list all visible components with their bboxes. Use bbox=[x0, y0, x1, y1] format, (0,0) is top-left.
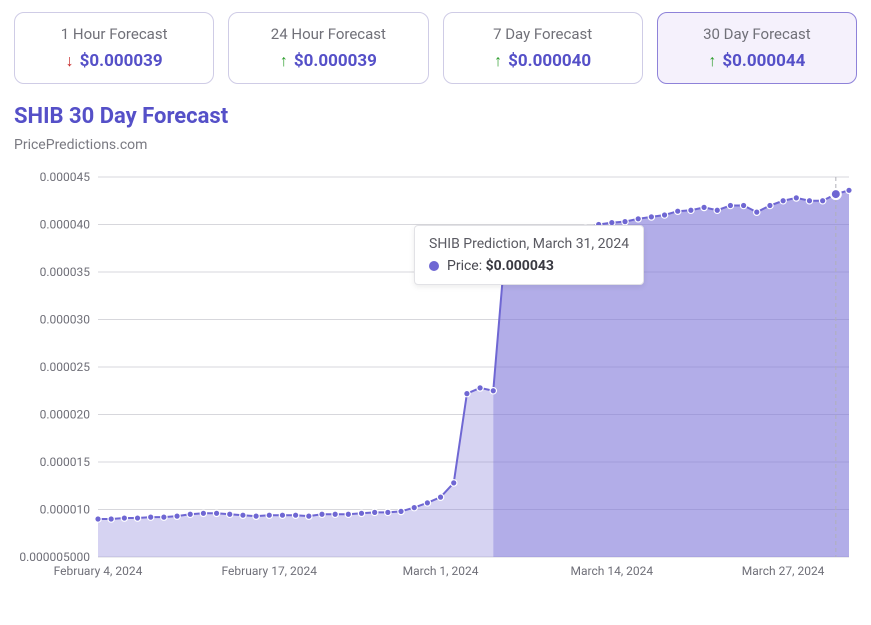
x-tick-label: March 1, 2024 bbox=[403, 564, 479, 578]
hover-marker bbox=[831, 189, 841, 199]
data-marker[interactable] bbox=[227, 511, 233, 517]
y-tick-label: 0.000040 bbox=[40, 218, 91, 232]
data-marker[interactable] bbox=[846, 187, 852, 193]
data-marker[interactable] bbox=[200, 510, 206, 516]
data-marker[interactable] bbox=[701, 204, 707, 210]
data-marker[interactable] bbox=[688, 207, 694, 213]
data-marker[interactable] bbox=[240, 512, 246, 518]
chart-container: 0.000005000 0.000010 0.000015 0.000020 0.000… bbox=[14, 159, 857, 589]
data-marker[interactable] bbox=[477, 385, 483, 391]
arrow-up-icon: ↑ bbox=[280, 53, 288, 69]
forecast-card-price: $0.000040 bbox=[508, 51, 591, 71]
forecast-card-3[interactable]: 30 Day Forecast ↑ $0.000044 bbox=[657, 12, 857, 84]
tooltip-dot-icon bbox=[429, 261, 439, 271]
data-marker[interactable] bbox=[213, 510, 219, 516]
forecast-chart[interactable]: 0.000005000 0.000010 0.000015 0.000020 0.000… bbox=[14, 159, 857, 589]
data-marker[interactable] bbox=[266, 512, 272, 518]
data-marker[interactable] bbox=[134, 515, 140, 521]
y-tick-label: 0.000035 bbox=[40, 265, 91, 279]
data-marker[interactable] bbox=[648, 214, 654, 220]
forecast-card-price: $0.000044 bbox=[722, 51, 805, 71]
data-marker[interactable] bbox=[108, 516, 114, 522]
data-marker[interactable] bbox=[292, 512, 298, 518]
data-marker[interactable] bbox=[714, 207, 720, 213]
data-marker[interactable] bbox=[437, 494, 443, 500]
data-marker[interactable] bbox=[148, 514, 154, 520]
data-marker[interactable] bbox=[306, 513, 312, 519]
x-tick-label: March 27, 2024 bbox=[742, 564, 825, 578]
data-marker[interactable] bbox=[411, 504, 417, 510]
data-marker[interactable] bbox=[740, 202, 746, 208]
data-marker[interactable] bbox=[174, 513, 180, 519]
x-tick-label: February 17, 2024 bbox=[222, 564, 318, 578]
data-marker[interactable] bbox=[635, 216, 641, 222]
y-tick-label: 0.000045 bbox=[40, 170, 91, 184]
data-marker[interactable] bbox=[332, 511, 338, 517]
y-tick-label: 0.000015 bbox=[40, 455, 91, 469]
y-tick-label: 0.000025 bbox=[40, 360, 91, 374]
forecast-card-label: 1 Hour Forecast bbox=[29, 25, 199, 43]
data-marker[interactable] bbox=[161, 514, 167, 520]
data-marker[interactable] bbox=[754, 209, 760, 215]
data-marker[interactable] bbox=[253, 513, 259, 519]
forecast-card-price: $0.000039 bbox=[80, 51, 163, 71]
forecast-card-label: 30 Day Forecast bbox=[672, 25, 842, 43]
x-tick-label: March 14, 2024 bbox=[571, 564, 654, 578]
chart-title: SHIB 30 Day Forecast bbox=[14, 104, 857, 129]
data-marker[interactable] bbox=[675, 208, 681, 214]
chart-subtitle: PricePredictions.com bbox=[14, 137, 857, 153]
data-marker[interactable] bbox=[780, 198, 786, 204]
data-marker[interactable] bbox=[398, 508, 404, 514]
y-tick-label: 0.000005000 bbox=[19, 550, 90, 564]
data-marker[interactable] bbox=[371, 509, 377, 515]
data-marker[interactable] bbox=[385, 509, 391, 515]
data-marker[interactable] bbox=[767, 202, 773, 208]
arrow-down-icon: ↓ bbox=[66, 53, 74, 69]
forecast-card-label: 24 Hour Forecast bbox=[243, 25, 413, 43]
forecast-card-1[interactable]: 24 Hour Forecast ↑ $0.000039 bbox=[228, 12, 428, 84]
area-past bbox=[98, 388, 493, 557]
title-block: SHIB 30 Day Forecast PricePredictions.co… bbox=[14, 104, 857, 153]
data-marker[interactable] bbox=[95, 516, 101, 522]
chart-tooltip: SHIB Prediction, March 31, 2024 Price: $… bbox=[414, 225, 644, 285]
forecast-card-price: $0.000039 bbox=[294, 51, 377, 71]
data-marker[interactable] bbox=[793, 195, 799, 201]
y-tick-label: 0.000020 bbox=[40, 408, 91, 422]
data-marker[interactable] bbox=[806, 198, 812, 204]
data-marker[interactable] bbox=[727, 202, 733, 208]
forecast-tabs: 1 Hour Forecast↓$0.00003924 Hour Forecas… bbox=[14, 12, 857, 84]
data-marker[interactable] bbox=[490, 388, 496, 394]
tooltip-title: SHIB Prediction, March 31, 2024 bbox=[429, 236, 629, 252]
data-marker[interactable] bbox=[279, 512, 285, 518]
arrow-up-icon: ↑ bbox=[708, 53, 716, 69]
data-marker[interactable] bbox=[345, 511, 351, 517]
arrow-up-icon: ↑ bbox=[494, 53, 502, 69]
data-marker[interactable] bbox=[661, 212, 667, 218]
data-marker[interactable] bbox=[464, 390, 470, 396]
data-marker[interactable] bbox=[622, 218, 628, 224]
data-marker[interactable] bbox=[121, 515, 127, 521]
data-marker[interactable] bbox=[319, 511, 325, 517]
forecast-card-2[interactable]: 7 Day Forecast ↑ $0.000040 bbox=[443, 12, 643, 84]
y-tick-label: 0.000030 bbox=[40, 313, 91, 327]
y-tick-label: 0.000010 bbox=[40, 503, 91, 517]
x-tick-label: February 4, 2024 bbox=[54, 564, 143, 578]
data-marker[interactable] bbox=[451, 480, 457, 486]
data-marker[interactable] bbox=[819, 198, 825, 204]
data-marker[interactable] bbox=[424, 500, 430, 506]
data-marker[interactable] bbox=[187, 511, 193, 517]
forecast-card-0[interactable]: 1 Hour Forecast ↓ $0.000039 bbox=[14, 12, 214, 84]
forecast-card-label: 7 Day Forecast bbox=[458, 25, 628, 43]
data-marker[interactable] bbox=[358, 510, 364, 516]
tooltip-price: Price: $0.000043 bbox=[447, 258, 554, 274]
